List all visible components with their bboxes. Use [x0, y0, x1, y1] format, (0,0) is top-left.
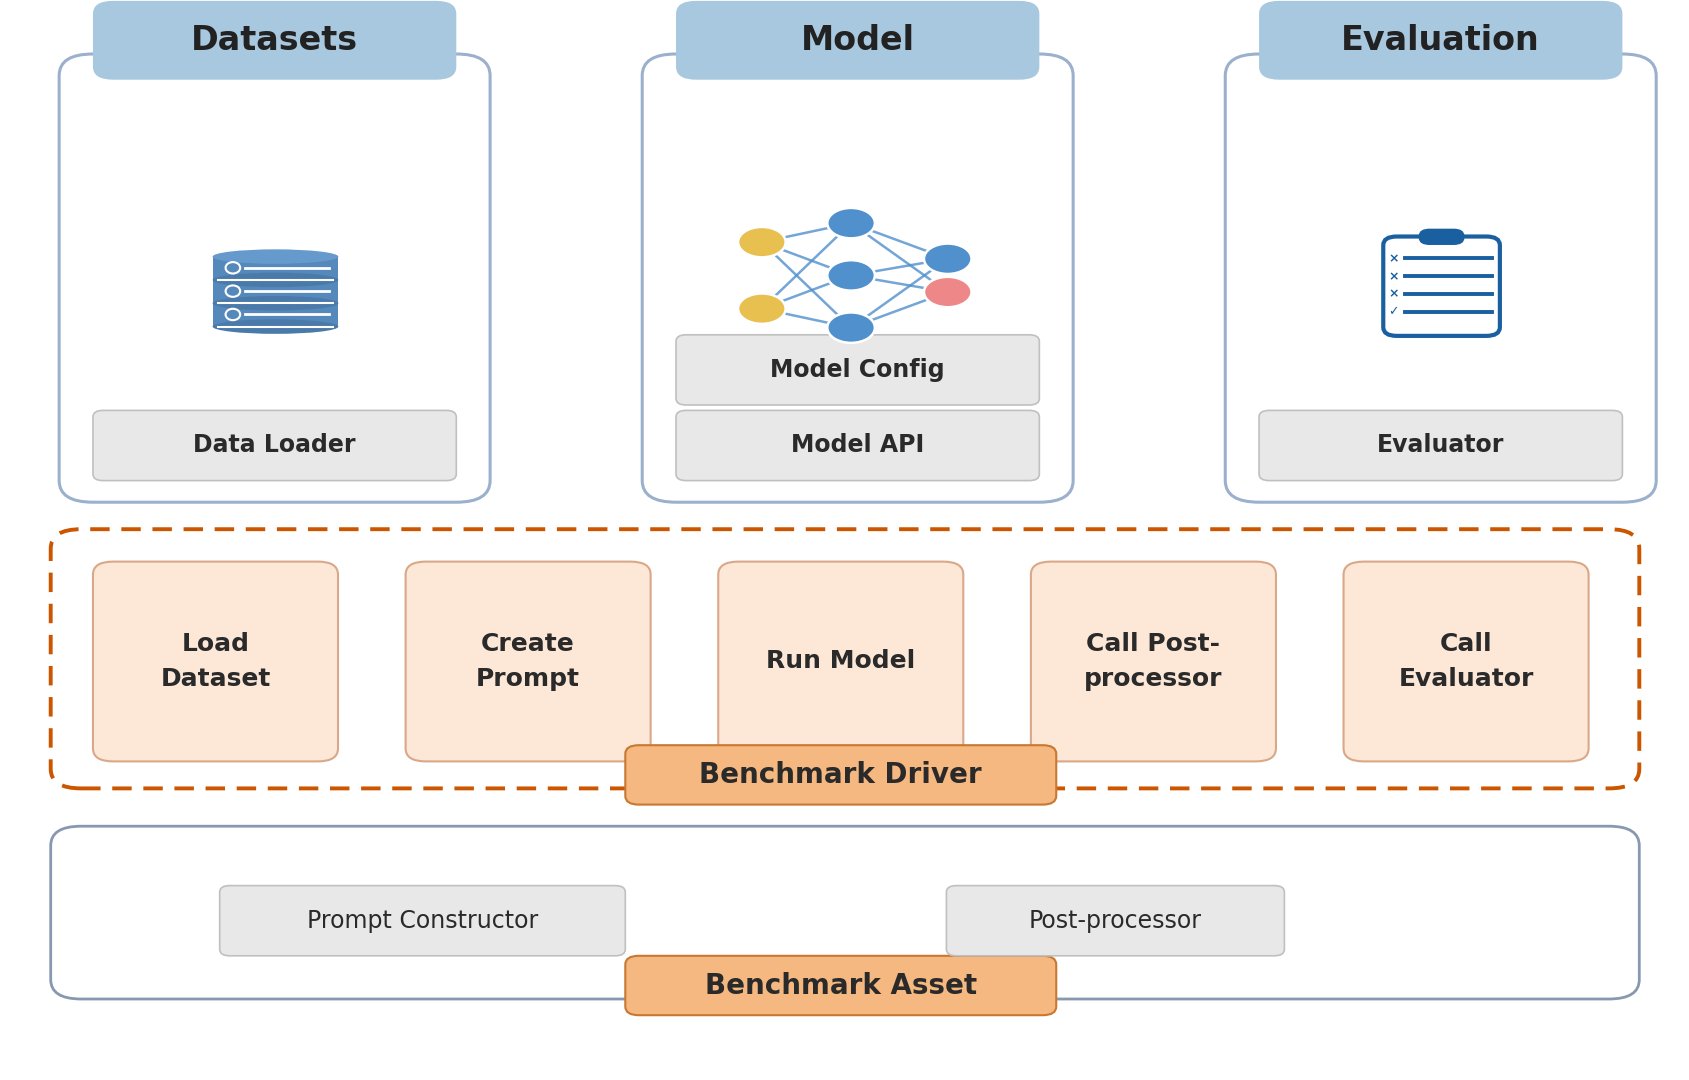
Text: Call
Evaluator: Call Evaluator [1397, 632, 1534, 691]
Ellipse shape [213, 296, 338, 311]
Polygon shape [213, 257, 338, 280]
Ellipse shape [828, 260, 875, 291]
FancyBboxPatch shape [1419, 229, 1463, 244]
FancyBboxPatch shape [93, 410, 456, 481]
FancyBboxPatch shape [946, 886, 1284, 956]
Polygon shape [213, 280, 338, 303]
FancyBboxPatch shape [642, 54, 1073, 502]
Text: Prompt Constructor: Prompt Constructor [307, 908, 537, 933]
Ellipse shape [213, 249, 338, 264]
Text: Create
Prompt: Create Prompt [476, 632, 579, 691]
Ellipse shape [738, 227, 785, 257]
FancyBboxPatch shape [93, 562, 338, 761]
FancyBboxPatch shape [93, 1, 456, 80]
Text: ✓: ✓ [1387, 306, 1398, 319]
Polygon shape [213, 303, 338, 326]
Text: Datasets: Datasets [191, 24, 358, 57]
Text: ×: × [1387, 287, 1398, 300]
FancyBboxPatch shape [1258, 1, 1621, 80]
FancyBboxPatch shape [1258, 410, 1621, 481]
Text: Evaluation: Evaluation [1341, 24, 1539, 57]
Text: Benchmark Asset: Benchmark Asset [704, 972, 976, 999]
FancyBboxPatch shape [51, 826, 1638, 999]
FancyBboxPatch shape [51, 529, 1638, 788]
Ellipse shape [828, 208, 875, 239]
FancyBboxPatch shape [625, 956, 1056, 1015]
FancyBboxPatch shape [1383, 237, 1500, 336]
Text: Load
Dataset: Load Dataset [160, 632, 270, 691]
Text: Run Model: Run Model [765, 649, 915, 674]
Ellipse shape [924, 276, 971, 307]
FancyBboxPatch shape [1225, 54, 1655, 502]
Text: Call Post-
processor: Call Post- processor [1084, 632, 1221, 691]
Text: Post-processor: Post-processor [1029, 908, 1201, 933]
FancyBboxPatch shape [676, 1, 1039, 80]
Text: ×: × [1387, 270, 1398, 283]
FancyBboxPatch shape [676, 335, 1039, 405]
FancyBboxPatch shape [405, 562, 650, 761]
FancyBboxPatch shape [718, 562, 963, 761]
Ellipse shape [738, 294, 785, 324]
FancyBboxPatch shape [59, 54, 490, 502]
Ellipse shape [213, 320, 338, 334]
Text: Model: Model [801, 24, 914, 57]
Text: Model Config: Model Config [770, 357, 944, 382]
Text: ×: × [1387, 252, 1398, 265]
FancyBboxPatch shape [1030, 562, 1275, 761]
FancyBboxPatch shape [676, 410, 1039, 481]
FancyBboxPatch shape [220, 886, 625, 956]
FancyBboxPatch shape [1343, 562, 1588, 761]
Text: Benchmark Driver: Benchmark Driver [699, 761, 981, 788]
Text: Data Loader: Data Loader [193, 433, 356, 458]
Text: Evaluator: Evaluator [1377, 433, 1503, 458]
Ellipse shape [213, 272, 338, 287]
FancyBboxPatch shape [625, 745, 1056, 805]
Ellipse shape [924, 244, 971, 274]
Ellipse shape [828, 312, 875, 342]
Text: Model API: Model API [790, 433, 924, 458]
